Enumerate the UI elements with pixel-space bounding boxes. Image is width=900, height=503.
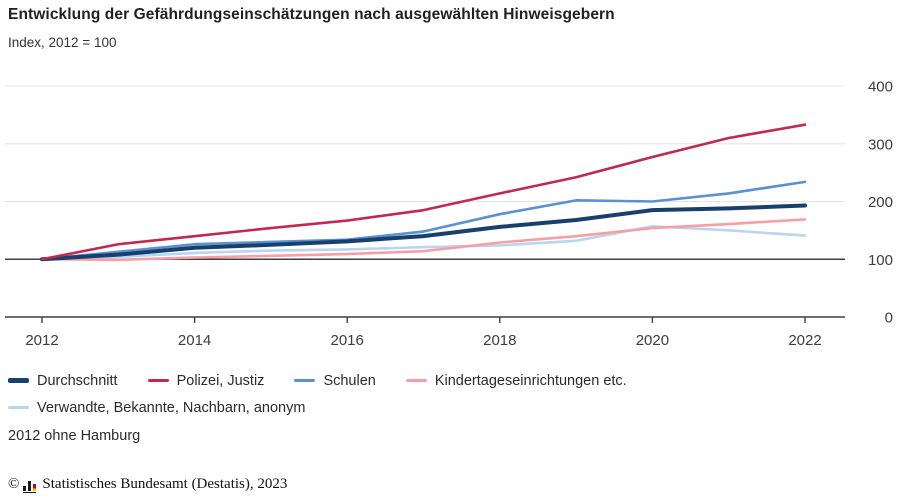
y-axis-label-300: 300 <box>868 136 893 153</box>
legend-item-kindertageseinrichtungen-etc: Kindertageseinrichtungen etc. <box>405 372 627 389</box>
chart-legend: Durchschnitt Polizei, Justiz Schulen Kinder… <box>8 367 878 421</box>
line-chart: 2012 2014 2016 2018 2020 2022 0 100 200 300 400 <box>5 79 893 349</box>
legend-swatch-durchschnitt <box>8 378 29 383</box>
legend-item-durchschnitt: Durchschnitt <box>8 373 118 389</box>
legend-label-schulen: Schulen <box>323 372 376 389</box>
legend-label-polizei-justiz: Polizei, Justiz <box>176 372 265 389</box>
legend-row: Durchschnitt Polizei, Justiz Schulen Kinder… <box>8 367 878 394</box>
legend-swatch-schulen <box>294 378 316 383</box>
x-axis-label-2012: 2012 <box>25 332 58 349</box>
x-axis-label-2014: 2014 <box>178 332 211 349</box>
chart-subtitle: Index, 2012 = 100 <box>8 35 117 50</box>
series-line-kindertageseinrichtungen-etc <box>40 218 807 262</box>
destatis-logo-icon <box>23 480 37 493</box>
chart-title: Entwicklung der Gefährdungseinschätzunge… <box>8 6 615 23</box>
legend-swatch-kindertageseinrichtungen-etc <box>405 378 427 383</box>
legend-label-verwandte-bekannte-nachbarn-anonym: Verwandte, Bekannte, Nachbarn, anonym <box>37 399 306 416</box>
x-axis-label-2018: 2018 <box>483 332 516 349</box>
legend-swatch-polizei-justiz <box>147 378 169 383</box>
series-line-durchschnitt <box>40 203 807 262</box>
series-line-schulen <box>40 180 807 261</box>
x-axis-label-2016: 2016 <box>331 332 364 349</box>
legend-item-schulen: Schulen <box>294 372 376 389</box>
legend-label-durchschnitt: Durchschnitt <box>37 372 118 389</box>
legend-label-kindertageseinrichtungen-etc: Kindertageseinrichtungen etc. <box>434 372 627 389</box>
legend-item-polizei-justiz: Polizei, Justiz <box>147 372 265 389</box>
y-axis-label-0: 0 <box>885 310 893 327</box>
copyright-symbol: © <box>8 476 20 492</box>
series-line-polizei-justiz <box>40 123 807 261</box>
copyright-line: © Statistisches Bundesamt (Destatis), 20… <box>8 476 287 493</box>
y-axis-label-400: 400 <box>868 79 893 96</box>
x-axis-label-2022: 2022 <box>788 332 821 349</box>
legend-item-verwandte-bekannte-nachbarn-anonym: Verwandte, Bekannte, Nachbarn, anonym <box>8 400 305 416</box>
chart-footnote: 2012 ohne Hamburg <box>8 428 141 444</box>
copyright-text: Statistisches Bundesamt (Destatis), 2023 <box>42 476 288 492</box>
y-axis-label-200: 200 <box>868 194 893 211</box>
x-axis-label-2020: 2020 <box>636 332 669 349</box>
legend-row: Verwandte, Bekannte, Nachbarn, anonym <box>8 394 878 421</box>
y-axis-label-100: 100 <box>868 252 893 269</box>
legend-swatch-verwandte-bekannte-nachbarn-anonym <box>8 405 29 410</box>
